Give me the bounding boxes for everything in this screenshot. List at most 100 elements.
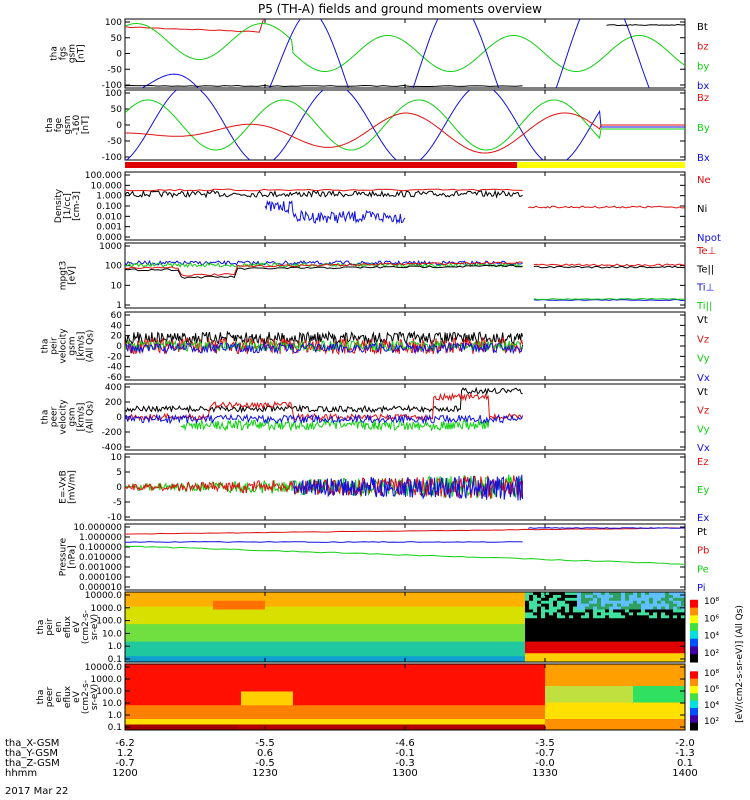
heatmap-cell: [501, 615, 506, 619]
heatmap-cell: [273, 659, 278, 662]
heatmap-cell: [441, 659, 446, 662]
heatmap-cell: [153, 683, 158, 687]
heatmap-cell: [337, 635, 342, 640]
heatmap-cell: [581, 603, 586, 608]
heatmap-cell: [585, 597, 590, 602]
heatmap-cell: [637, 629, 642, 634]
heatmap-cell: [133, 697, 138, 701]
heatmap-cell: [217, 650, 222, 654]
heatmap-cell: [265, 615, 270, 619]
heatmap-cell: [293, 629, 298, 634]
heatmap-cell: [161, 603, 166, 608]
heatmap-cell: [357, 615, 362, 619]
heatmap-cell: [153, 675, 158, 679]
heatmap-cell: [193, 694, 198, 698]
heatmap-cell: [141, 621, 146, 625]
heatmap-cell: [241, 621, 246, 625]
heatmap-cell: [405, 597, 410, 602]
heatmap-cell: [153, 624, 158, 628]
heatmap-cell: [369, 647, 374, 651]
heatmap-cell: [437, 592, 442, 596]
heatmap-cell: [577, 624, 582, 628]
heatmap-cell: [329, 650, 334, 654]
heatmap-cell: [189, 609, 194, 613]
heatmap-cell: [401, 592, 406, 596]
heatmap-cell: [125, 708, 130, 712]
heatmap-cell: [185, 724, 190, 728]
heatmap-cell: [297, 724, 302, 728]
heatmap-cell: [621, 653, 626, 657]
heatmap-cell: [621, 627, 626, 631]
heatmap-cell: [485, 609, 490, 613]
heatmap-cell: [125, 621, 130, 625]
heatmap-cell: [541, 618, 546, 622]
heatmap-cell: [305, 677, 310, 681]
heatmap-cell: [409, 659, 414, 662]
heatmap-cell: [505, 653, 510, 657]
heatmap-cell: [133, 638, 138, 643]
heatmap-cell: [305, 705, 310, 709]
heatmap-cell: [505, 592, 510, 596]
heatmap-cell: [429, 656, 434, 660]
heatmap-cell: [173, 629, 178, 634]
heatmap-cell: [165, 694, 170, 698]
heatmap-cell: [569, 615, 574, 619]
heatmap-cell: [165, 592, 170, 596]
heatmap-cell: [293, 627, 298, 631]
heatmap-cell: [181, 713, 186, 717]
heatmap-cell: [133, 659, 138, 662]
heatmap-cell: [589, 594, 594, 599]
heatmap-cell: [313, 664, 318, 668]
heatmap-cell: [421, 603, 426, 608]
heatmap-cell: [249, 592, 254, 596]
heatmap-cell: [297, 694, 302, 698]
heatmap-cell: [225, 677, 230, 681]
heatmap-cell: [161, 721, 166, 725]
heatmap-cell: [617, 650, 622, 654]
heatmap-cell: [297, 612, 302, 616]
heatmap-cell: [213, 672, 218, 676]
heatmap-cell: [217, 638, 222, 643]
heatmap-cell: [489, 632, 494, 637]
y-tick-label: 1000.0: [91, 604, 123, 614]
heatmap-cell: [481, 635, 486, 640]
heatmap-cell: [313, 609, 318, 613]
heatmap-cell: [593, 597, 598, 602]
heatmap-cell: [177, 721, 182, 725]
heatmap-cell: [137, 600, 142, 605]
heatmap-cell: [265, 621, 270, 625]
y-tick-label: 100.000: [85, 171, 122, 181]
heatmap-cell: [433, 606, 438, 610]
heatmap-cell: [317, 697, 322, 701]
heatmap-cell: [541, 615, 546, 619]
heatmap-cell: [325, 621, 330, 625]
heatmap-cell: [621, 624, 626, 628]
heatmap-cell: [313, 627, 318, 631]
heatmap-cell: [497, 635, 502, 640]
heatmap-cell: [625, 597, 630, 602]
heatmap-cell: [373, 603, 378, 608]
heatmap-cell: [305, 702, 310, 706]
trace-vx: [125, 341, 524, 355]
heatmap-cell: [537, 638, 542, 643]
heatmap-cell: [181, 650, 186, 654]
heatmap-cell: [397, 609, 402, 613]
heatmap-cell: [133, 647, 138, 651]
heatmap-cell: [205, 618, 210, 622]
heatmap-cell: [177, 615, 182, 619]
heatmap-cell: [317, 638, 322, 643]
heatmap-cell: [181, 635, 186, 640]
heatmap-cell: [441, 615, 446, 619]
heatmap-cell: [493, 629, 498, 634]
heatmap-cell: [465, 650, 470, 654]
heatmap-cell: [177, 592, 182, 596]
heatmap-cell: [497, 594, 502, 599]
heatmap-cell: [321, 705, 326, 709]
heatmap-cell: [177, 653, 182, 657]
panel-frame: [124, 523, 686, 591]
heatmap-cell: [305, 635, 310, 640]
heatmap-cell: [193, 677, 198, 681]
heatmap-cell: [593, 632, 598, 637]
heatmap-cell: [269, 597, 274, 602]
